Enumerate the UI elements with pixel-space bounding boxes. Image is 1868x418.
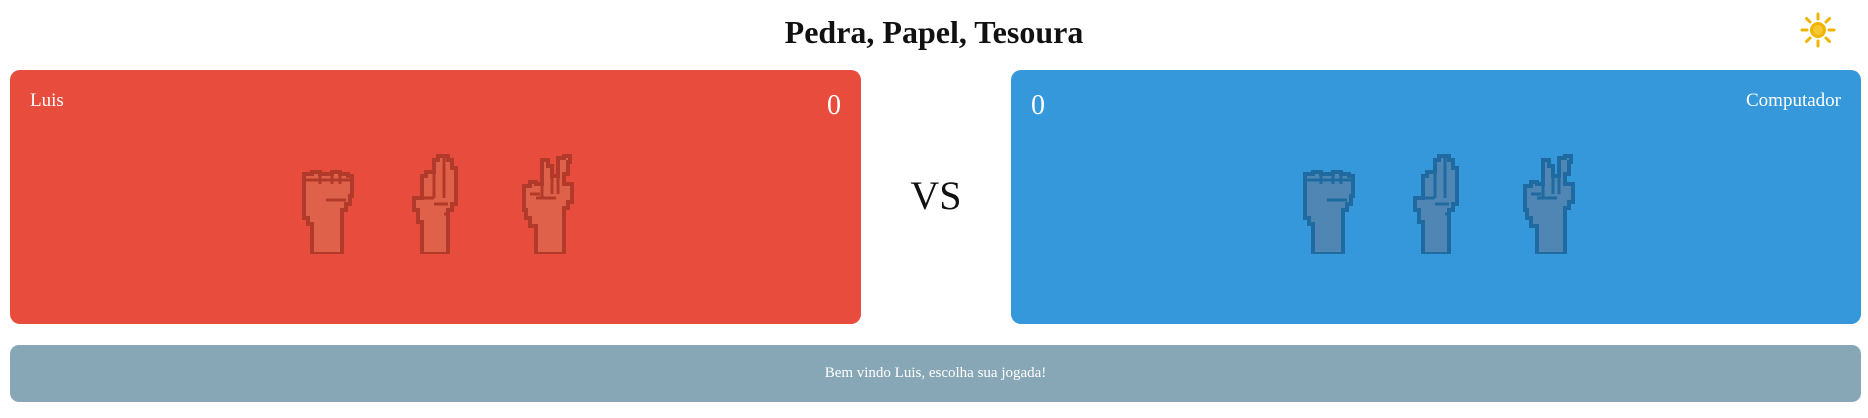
player-score: 0 (827, 90, 841, 121)
player-scissors-button[interactable] (518, 154, 580, 254)
player-board: Luis 0 (10, 70, 861, 324)
computer-board: Computador 0 (1011, 70, 1861, 324)
player-paper-button[interactable] (408, 154, 470, 254)
paper-hand-icon (412, 154, 458, 254)
theme-toggle-button[interactable] (1800, 12, 1836, 48)
rock-hand-icon (302, 170, 354, 254)
computer-score: 0 (1031, 90, 1045, 121)
computer-hand-options (1299, 154, 1581, 254)
computer-rock-icon (1299, 154, 1361, 254)
computer-name: Computador (1746, 90, 1841, 111)
scissors-hand-icon (1523, 154, 1575, 254)
status-message: Bem vindo Luis, escolha sua jogada! (10, 345, 1861, 402)
versus-label: VS (910, 173, 962, 218)
player-hand-options (298, 154, 580, 254)
computer-paper-icon (1409, 154, 1471, 254)
player-rock-button[interactable] (298, 154, 360, 254)
page-title: Pedra, Papel, Tesoura (784, 14, 1084, 50)
rock-hand-icon (1303, 170, 1355, 254)
sun-icon (1800, 12, 1836, 48)
computer-scissors-icon (1519, 154, 1581, 254)
scissors-hand-icon (522, 154, 574, 254)
paper-hand-icon (1413, 154, 1459, 254)
player-name: Luis (30, 90, 64, 111)
